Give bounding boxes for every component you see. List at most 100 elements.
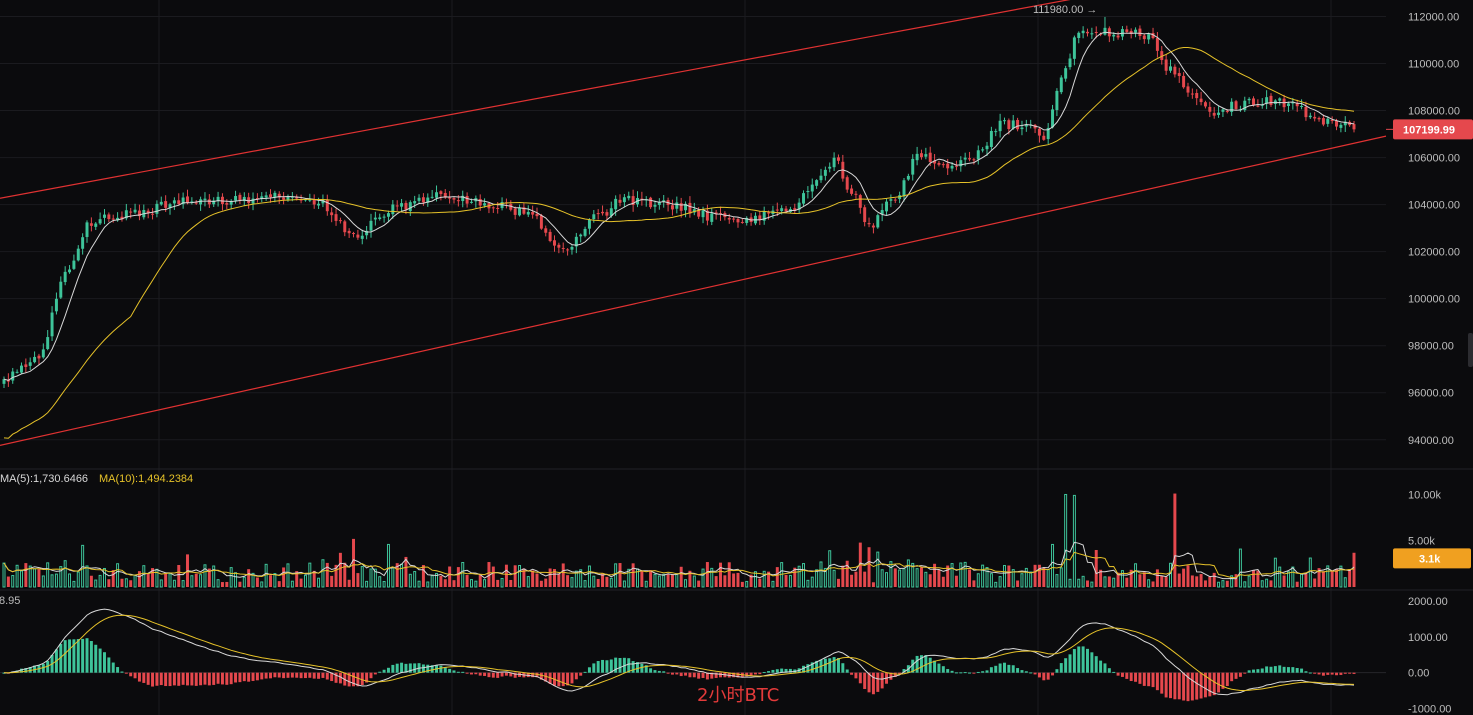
macd-tick-label: 2000.00: [1408, 596, 1448, 608]
candle-up: [216, 196, 220, 201]
macd-bar-negative: [548, 672, 552, 684]
macd-bar-negative: [151, 672, 155, 687]
volume-last-tag: 3.1k: [1393, 548, 1471, 569]
macd-bar-positive: [989, 667, 993, 673]
macd-bar-positive: [614, 657, 618, 673]
macd-bar-negative: [356, 672, 360, 687]
macd-bar-positive: [68, 639, 72, 673]
candle-down: [601, 211, 605, 214]
macd-bar-negative: [255, 672, 259, 681]
macd-bar-positive: [640, 663, 644, 673]
macd-bar-positive: [596, 661, 600, 673]
macd-bar-negative: [500, 672, 504, 677]
candle-down: [1125, 29, 1129, 32]
macd-bar-positive: [378, 671, 382, 673]
volume-bar-down: [1033, 564, 1037, 587]
macd-bar-negative: [303, 672, 307, 679]
candle-down: [863, 207, 867, 223]
volume-bar-down: [295, 571, 299, 587]
candle-down: [836, 157, 840, 161]
candle-up: [365, 230, 369, 236]
macd-bar-negative: [513, 672, 517, 678]
candle-down: [736, 219, 740, 223]
macd-bar-negative: [299, 672, 303, 679]
volume-bar-up: [1278, 566, 1282, 588]
candle-up: [85, 222, 89, 237]
volume-bar-down: [566, 575, 570, 587]
volume-bar-down: [946, 565, 950, 587]
volume-bar-down: [1313, 578, 1317, 587]
volume-bar-up: [386, 543, 390, 588]
macd-bar-negative: [1217, 672, 1221, 693]
candle-up: [710, 213, 714, 222]
macd-bar-negative: [749, 672, 753, 677]
volume-bar-up: [378, 576, 382, 588]
volume-bar-up: [400, 563, 404, 588]
volume-bar-down: [697, 580, 701, 587]
price-scale-handle[interactable]: [1468, 333, 1473, 367]
candle-up: [902, 180, 906, 197]
volume-bar-down: [1199, 574, 1203, 587]
candle-up: [1247, 98, 1251, 101]
candle-down: [845, 177, 849, 190]
volume-bar-down: [601, 573, 605, 587]
volume-bar-down: [1186, 565, 1190, 587]
macd-bar-negative: [1182, 672, 1186, 701]
volume-bar-up: [483, 579, 487, 588]
volume-bar-up: [199, 574, 203, 588]
macd-bar-negative: [1339, 672, 1343, 675]
volume-bar-down: [177, 565, 181, 587]
volume-bar-down: [1173, 493, 1177, 587]
macd-bar-negative: [535, 672, 539, 678]
macd-bar-negative: [1352, 672, 1356, 674]
macd-bar-negative: [518, 672, 522, 677]
volume-bar-up: [461, 562, 465, 588]
volume-bar-up: [906, 559, 910, 588]
candle-up: [994, 131, 998, 133]
volume-bar-up: [1046, 569, 1050, 588]
volume-tick-label: 10.00k: [1408, 489, 1442, 501]
volume-bar-down: [1252, 569, 1255, 587]
volume-bar-up: [159, 579, 163, 588]
volume-bar-up: [168, 573, 172, 588]
candle-down: [496, 207, 500, 209]
volume-bar-down: [504, 564, 508, 587]
macd-histogram: [2, 608, 1356, 702]
macd-bar-negative: [509, 672, 513, 677]
candle-down: [535, 213, 539, 217]
volume-bar-down: [867, 547, 871, 587]
volume-bar-down: [854, 571, 858, 587]
candle-down: [968, 158, 972, 160]
macd-bar-positive: [116, 667, 120, 673]
volume-bar-down: [120, 578, 124, 587]
candle-up: [1051, 109, 1055, 128]
volume-bar-up: [98, 574, 102, 588]
volume-bar-up: [85, 565, 89, 588]
volume-bar-up: [570, 577, 574, 588]
candle-down: [107, 214, 111, 220]
candle-down: [867, 223, 871, 225]
macd-bar-positive: [806, 664, 810, 673]
volume-bar-down: [37, 569, 41, 587]
candle-down: [767, 212, 771, 214]
candle-up: [880, 210, 884, 215]
last-price-label: 107199.99: [1403, 124, 1455, 136]
macd-bar-positive: [985, 670, 989, 673]
price-axis[interactable]: 94000.00 96000.00 98000.00 100000.00 102000.…: [1386, 11, 1460, 715]
candle-up: [981, 149, 985, 151]
macd-bar-negative: [1313, 672, 1317, 674]
macd-bar-negative: [1051, 672, 1055, 676]
macd-bar-positive: [1252, 669, 1255, 673]
volume-bar-down: [452, 580, 456, 587]
candle-up: [369, 220, 373, 231]
volume-bar-down: [736, 572, 740, 587]
macd-bar-negative: [1230, 672, 1234, 682]
volume-bar-up: [815, 569, 819, 588]
macd-bar-negative: [155, 672, 159, 686]
candle-up: [98, 219, 102, 224]
candle-down: [513, 208, 517, 215]
candle-up: [1103, 27, 1107, 35]
macd-bar-positive: [1059, 663, 1063, 673]
candle-up: [906, 175, 910, 180]
